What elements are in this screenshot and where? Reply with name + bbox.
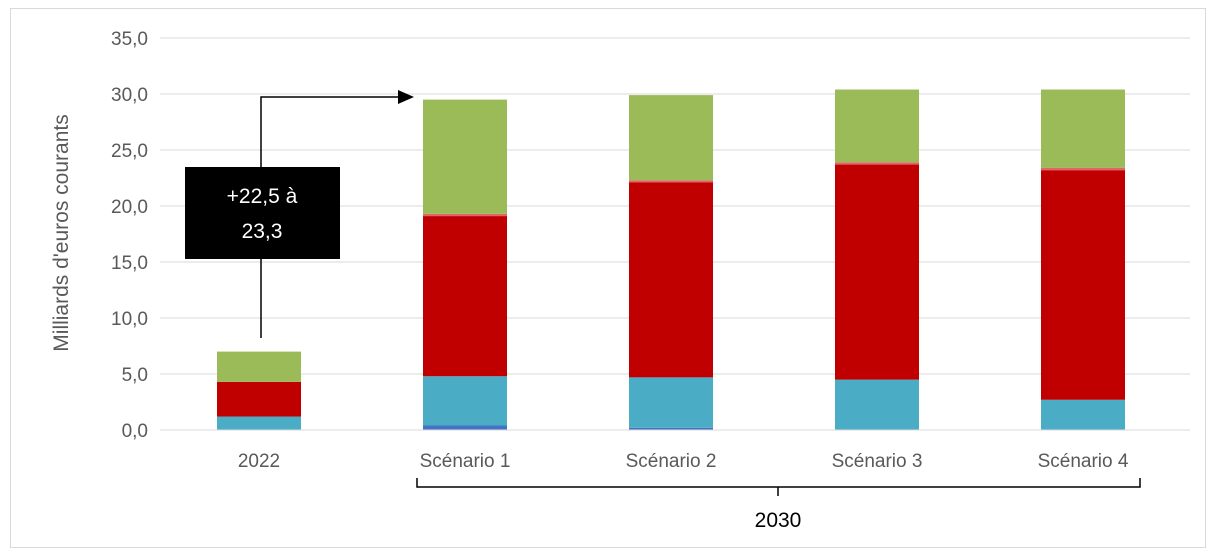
y-tick-label: 20,0 — [111, 197, 148, 218]
bar-segment — [629, 377, 713, 428]
growth-callout-line-2: 23,3 — [242, 220, 283, 243]
bar-segment — [835, 379, 919, 430]
growth-callout-line-1: +22,5 à — [227, 185, 298, 208]
x-tick-label: 2022 — [238, 451, 280, 472]
bar-segment — [629, 180, 713, 183]
y-tick-label: 15,0 — [111, 253, 148, 274]
bar-segment — [217, 381, 301, 417]
x-tick-label: Scénario 3 — [832, 451, 923, 472]
bar-segment — [1041, 399, 1125, 430]
bar-segment — [1041, 170, 1125, 400]
y-axis-title: Milliards d'euros courants — [50, 114, 73, 351]
bar-segment — [835, 162, 919, 165]
stacked-bar-chart: 0,0 5,0 10,0 15,0 20,0 25,0 30,0 35,0 2022 Scéna… — [50, 29, 1190, 532]
y-tick-label: 35,0 — [111, 29, 148, 50]
x-tick-label: Scénario 4 — [1038, 451, 1129, 472]
x-tick-labels: 2022 Scénario 1 Scénario 2 Scénario 3 Scénar… — [238, 451, 1129, 472]
bar-segment — [835, 164, 919, 380]
bar-segment — [1041, 167, 1125, 171]
group-label: 2030 — [755, 509, 802, 532]
y-tick-label: 25,0 — [111, 141, 148, 162]
bars — [160, 89, 1190, 431]
group-bracket — [416, 478, 1141, 496]
bar-segment — [629, 427, 713, 430]
bar-segment — [217, 416, 301, 430]
bar-segment — [629, 95, 713, 181]
bar-segment — [423, 99, 507, 214]
bar-segment — [423, 376, 507, 426]
x-tick-label: Scénario 2 — [626, 451, 717, 472]
x-tick-label: Scénario 1 — [420, 451, 511, 472]
y-tick-label: 5,0 — [122, 365, 148, 386]
bar-segment — [629, 182, 713, 378]
y-tick-label: 30,0 — [111, 85, 148, 106]
bar-segment — [423, 216, 507, 377]
bar-segment — [423, 213, 507, 217]
y-tick-label: 0,0 — [122, 421, 148, 442]
bar-segment — [1041, 89, 1125, 168]
bar-segment — [835, 89, 919, 163]
y-tick-labels: 0,0 5,0 10,0 15,0 20,0 25,0 30,0 35,0 — [111, 29, 148, 442]
y-tick-label: 10,0 — [111, 309, 148, 330]
bar-segment — [217, 351, 301, 382]
growth-arrow-head — [398, 90, 414, 104]
growth-callout-box — [185, 167, 340, 259]
bar-segment — [423, 425, 507, 430]
